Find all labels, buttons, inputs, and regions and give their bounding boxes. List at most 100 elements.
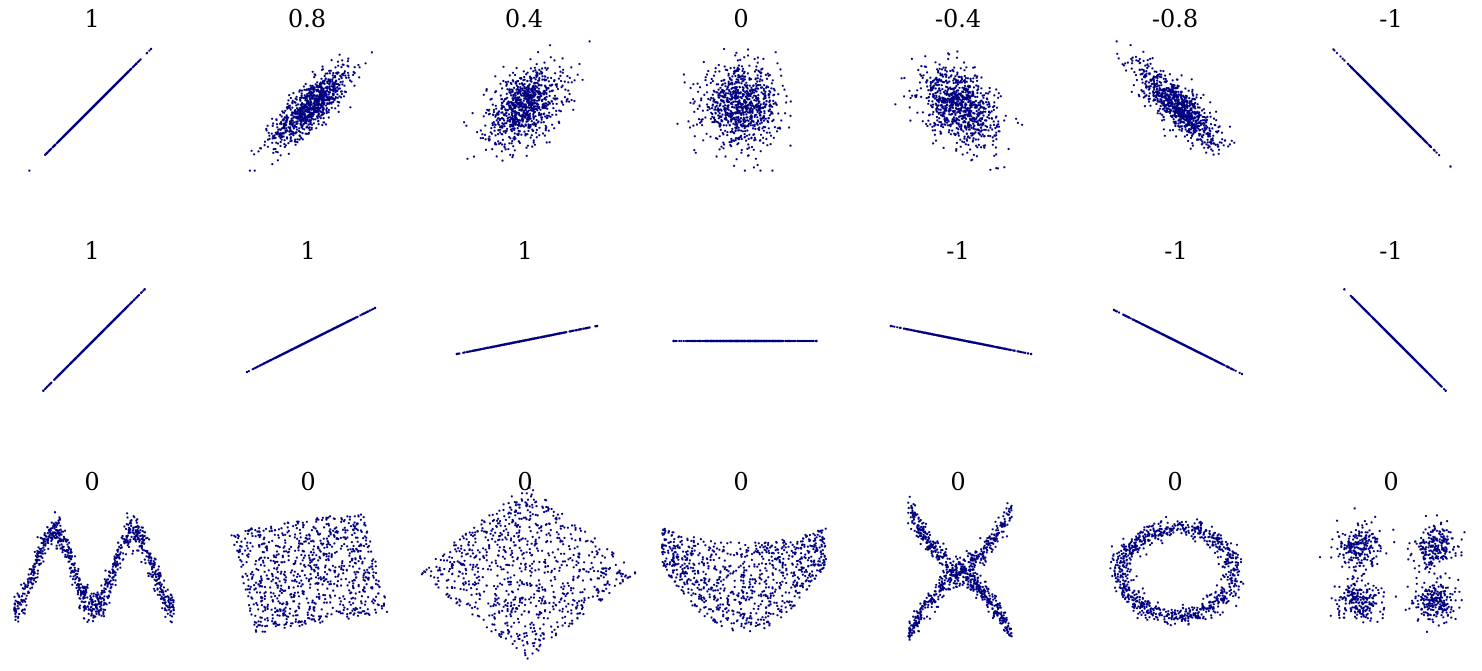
data-point <box>305 88 308 92</box>
data-point <box>286 107 289 110</box>
data-point <box>718 92 721 95</box>
data-point <box>1175 135 1178 138</box>
data-point <box>1007 147 1010 151</box>
data-point <box>545 126 548 129</box>
data-point <box>734 123 737 126</box>
data-point <box>303 113 306 116</box>
data-point <box>514 121 517 124</box>
data-point <box>949 133 953 136</box>
data-point <box>466 157 469 160</box>
data-point <box>517 140 520 143</box>
data-point <box>101 96 104 99</box>
data-point <box>742 124 745 127</box>
data-point <box>972 125 975 128</box>
data-point <box>538 91 542 94</box>
data-point <box>764 90 767 93</box>
data-point <box>531 85 534 88</box>
data-point <box>561 71 564 74</box>
data-point <box>746 84 749 87</box>
data-point <box>728 89 731 93</box>
data-point <box>989 126 992 129</box>
data-point <box>293 100 296 104</box>
data-point <box>364 62 367 65</box>
data-point <box>727 92 730 95</box>
data-point <box>294 140 297 143</box>
data-point <box>964 76 967 80</box>
data-point <box>1158 89 1161 92</box>
data-point <box>328 102 331 105</box>
data-point <box>281 110 284 113</box>
data-point <box>521 87 524 90</box>
data-point <box>311 70 314 73</box>
data-point <box>921 111 925 114</box>
data-point <box>1208 111 1212 114</box>
data-point <box>543 134 547 137</box>
data-point <box>987 134 990 137</box>
data-point <box>556 87 560 91</box>
data-point <box>728 141 731 144</box>
data-point <box>573 79 576 82</box>
data-point <box>541 99 544 102</box>
data-point <box>340 90 343 93</box>
data-point <box>765 77 769 80</box>
data-point <box>938 120 941 124</box>
data-point <box>756 98 759 101</box>
data-point <box>479 137 482 140</box>
data-point <box>925 81 928 84</box>
data-point <box>290 113 293 116</box>
data-point <box>347 76 350 79</box>
data-point <box>754 127 757 131</box>
data-point <box>501 138 504 141</box>
data-point <box>974 128 977 131</box>
data-point <box>308 126 311 129</box>
data-point <box>921 120 924 123</box>
data-point <box>271 117 274 120</box>
data-point <box>736 69 740 72</box>
data-point <box>349 106 352 109</box>
data-point <box>706 103 709 106</box>
data-point <box>541 132 545 135</box>
data-point <box>1117 57 1120 60</box>
data-point <box>566 75 569 78</box>
data-point <box>529 58 532 61</box>
data-point <box>917 68 920 72</box>
data-point <box>330 106 333 109</box>
data-point <box>951 69 954 72</box>
data-point <box>724 92 728 95</box>
data-point <box>743 56 746 59</box>
data-point <box>976 95 979 98</box>
data-point <box>525 113 528 116</box>
data-point <box>272 151 275 154</box>
data-point <box>989 124 992 127</box>
data-point <box>928 113 931 116</box>
data-point <box>491 148 494 151</box>
data-point <box>752 133 756 136</box>
data-point <box>330 59 333 62</box>
data-point <box>714 111 717 114</box>
data-point <box>772 99 775 102</box>
data-point <box>760 86 763 89</box>
data-point <box>940 74 944 77</box>
data-point <box>331 88 334 91</box>
data-point <box>703 93 706 96</box>
data-point <box>307 131 311 134</box>
data-point <box>771 112 774 115</box>
data-point <box>517 133 520 137</box>
data-point <box>557 77 561 80</box>
data-point <box>903 95 906 98</box>
data-point <box>538 68 541 71</box>
data-point <box>301 132 304 135</box>
data-point <box>501 101 504 104</box>
data-point <box>746 147 749 150</box>
data-point <box>970 134 973 137</box>
data-point <box>970 119 973 122</box>
data-point <box>957 100 960 103</box>
data-point <box>342 63 345 66</box>
data-point <box>325 111 328 115</box>
data-point <box>302 85 305 88</box>
data-point <box>781 84 784 87</box>
data-point <box>970 126 973 129</box>
data-point <box>498 142 501 145</box>
data-point <box>768 100 771 103</box>
data-point <box>298 108 301 112</box>
